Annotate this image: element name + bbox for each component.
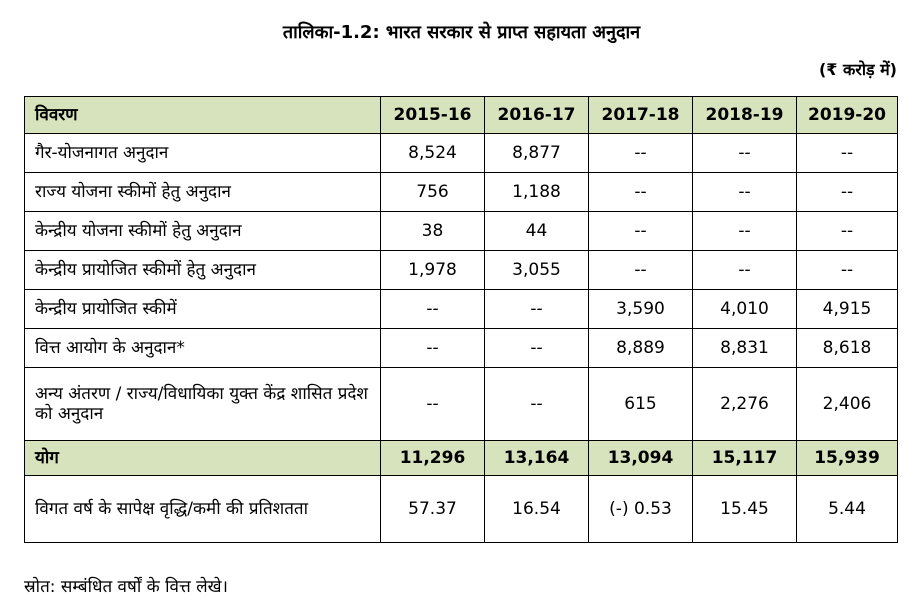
row-value: -- bbox=[692, 172, 797, 212]
header-label: विवरण bbox=[24, 96, 381, 134]
header-year: 2016-17 bbox=[484, 96, 589, 134]
table-title: तालिका-1.2: भारत सरकार से प्राप्त सहायता… bbox=[282, 22, 641, 43]
row-value: 756 bbox=[380, 172, 485, 212]
row-label: केन्द्रीय प्रायोजित स्कीमें bbox=[24, 289, 381, 329]
row-value: -- bbox=[796, 172, 898, 212]
row-value: -- bbox=[380, 289, 485, 329]
row-label: केन्द्रीय योजना स्कीमों हेतु अनुदान bbox=[24, 211, 381, 251]
total-value: 13,094 bbox=[588, 440, 693, 476]
table-row: गैर-योजनागत अनुदान 8,524 8,877 -- -- -- bbox=[24, 133, 898, 173]
row-value: -- bbox=[588, 133, 693, 173]
row-label: वित्त आयोग के अनुदान* bbox=[24, 328, 381, 368]
row-value: -- bbox=[692, 250, 797, 290]
row-value: -- bbox=[796, 250, 898, 290]
growth-value: 5.44 bbox=[796, 475, 898, 543]
row-label: अन्य अंतरण / राज्य/विधायिका युक्त केंद्र… bbox=[24, 367, 381, 441]
row-value: 4,010 bbox=[692, 289, 797, 329]
row-value: 2,406 bbox=[796, 367, 898, 441]
header-year: 2018-19 bbox=[692, 96, 797, 134]
row-value: 8,524 bbox=[380, 133, 485, 173]
growth-value: 57.37 bbox=[380, 475, 485, 543]
total-value: 13,164 bbox=[484, 440, 589, 476]
row-value: 1,978 bbox=[380, 250, 485, 290]
row-value: -- bbox=[484, 367, 589, 441]
header-year: 2015-16 bbox=[380, 96, 485, 134]
row-value: -- bbox=[380, 328, 485, 368]
row-label: गैर-योजनागत अनुदान bbox=[24, 133, 381, 173]
row-value: 1,188 bbox=[484, 172, 589, 212]
header-year: 2017-18 bbox=[588, 96, 693, 134]
unit-note: (₹ करोड़ में) bbox=[818, 60, 897, 79]
row-value: -- bbox=[692, 211, 797, 251]
table-row: केन्द्रीय योजना स्कीमों हेतु अनुदान 38 4… bbox=[24, 211, 898, 251]
row-value: -- bbox=[796, 133, 898, 173]
row-value: 38 bbox=[380, 211, 485, 251]
row-value: 615 bbox=[588, 367, 693, 441]
table-row: अन्य अंतरण / राज्य/विधायिका युक्त केंद्र… bbox=[24, 367, 898, 441]
row-value: -- bbox=[588, 250, 693, 290]
row-value: 3,055 bbox=[484, 250, 589, 290]
total-row: योग 11,296 13,164 13,094 15,117 15,939 bbox=[24, 440, 898, 476]
row-value: -- bbox=[588, 211, 693, 251]
row-value: 2,276 bbox=[692, 367, 797, 441]
grants-table: विवरण 2015-16 2016-17 2017-18 2018-19 20… bbox=[24, 96, 898, 543]
row-value: 8,618 bbox=[796, 328, 898, 368]
total-value: 11,296 bbox=[380, 440, 485, 476]
total-value: 15,939 bbox=[796, 440, 898, 476]
table-row: राज्य योजना स्कीमों हेतु अनुदान 756 1,18… bbox=[24, 172, 898, 212]
growth-label: विगत वर्ष के सापेक्ष वृद्धि/कमी की प्रति… bbox=[24, 475, 381, 543]
row-value: -- bbox=[484, 328, 589, 368]
total-label: योग bbox=[24, 440, 381, 476]
row-value: 4,915 bbox=[796, 289, 898, 329]
row-value: -- bbox=[692, 133, 797, 173]
row-value: -- bbox=[484, 289, 589, 329]
row-value: 8,831 bbox=[692, 328, 797, 368]
table-row: केन्द्रीय प्रायोजित स्कीमों हेतु अनुदान … bbox=[24, 250, 898, 290]
table-row: केन्द्रीय प्रायोजित स्कीमें -- -- 3,590 … bbox=[24, 289, 898, 329]
row-label: राज्य योजना स्कीमों हेतु अनुदान bbox=[24, 172, 381, 212]
growth-value: (-) 0.53 bbox=[588, 475, 693, 543]
row-value: 44 bbox=[484, 211, 589, 251]
growth-row: विगत वर्ष के सापेक्ष वृद्धि/कमी की प्रति… bbox=[24, 475, 898, 543]
source-note: स्रोत: सम्बंधित वर्षों के वित्त लेखे। bbox=[24, 577, 228, 597]
row-value: -- bbox=[796, 211, 898, 251]
row-label: केन्द्रीय प्रायोजित स्कीमों हेतु अनुदान bbox=[24, 250, 381, 290]
growth-value: 16.54 bbox=[484, 475, 589, 543]
row-value: 8,889 bbox=[588, 328, 693, 368]
row-value: 3,590 bbox=[588, 289, 693, 329]
total-value: 15,117 bbox=[692, 440, 797, 476]
header-year: 2019-20 bbox=[796, 96, 898, 134]
growth-value: 15.45 bbox=[692, 475, 797, 543]
row-value: -- bbox=[588, 172, 693, 212]
row-value: -- bbox=[380, 367, 485, 441]
table-row: वित्त आयोग के अनुदान* -- -- 8,889 8,831 … bbox=[24, 328, 898, 368]
row-value: 8,877 bbox=[484, 133, 589, 173]
table-header-row: विवरण 2015-16 2016-17 2017-18 2018-19 20… bbox=[24, 96, 898, 134]
